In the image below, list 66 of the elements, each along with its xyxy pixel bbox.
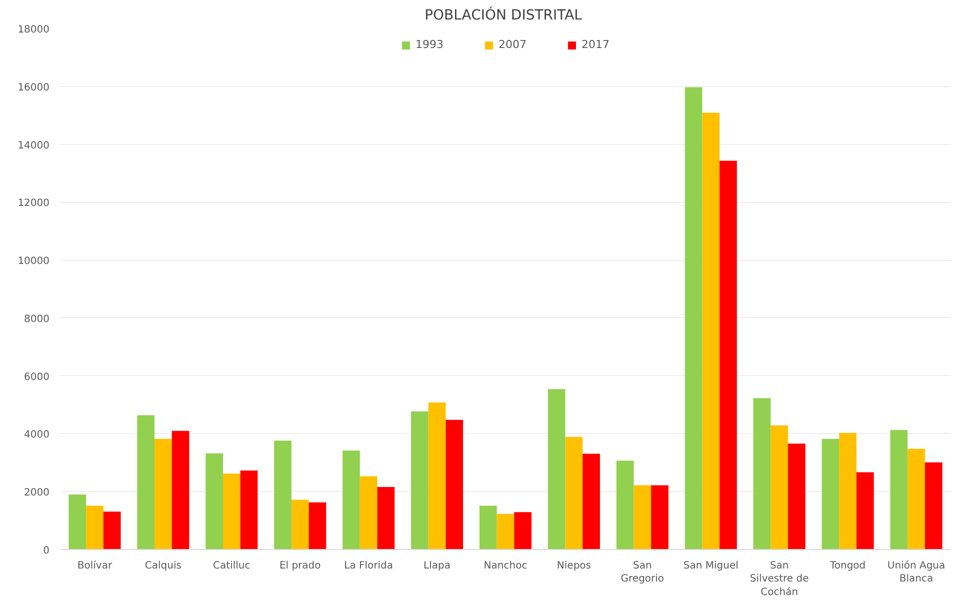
bar bbox=[411, 411, 428, 550]
bar bbox=[86, 506, 104, 550]
bar bbox=[446, 420, 464, 550]
bar bbox=[342, 450, 360, 550]
bar bbox=[565, 436, 583, 550]
y-tick-label: 0 bbox=[43, 546, 50, 556]
bar bbox=[822, 438, 840, 550]
bar bbox=[240, 470, 258, 550]
bar bbox=[839, 432, 856, 550]
bar bbox=[548, 389, 566, 550]
y-tick-label: 4000 bbox=[24, 430, 50, 441]
bar bbox=[582, 454, 600, 550]
x-tick-label: Nanchoc bbox=[484, 560, 528, 572]
x-tick-label: San Silvestre de Cochán bbox=[750, 560, 809, 598]
bar bbox=[172, 430, 190, 550]
bar bbox=[479, 506, 497, 550]
bar bbox=[222, 474, 240, 550]
bar bbox=[890, 430, 908, 550]
x-tick-label: Llapa bbox=[424, 560, 451, 572]
x-tick-label: San Gregorio bbox=[620, 560, 664, 585]
y-tick-label: 10000 bbox=[18, 256, 50, 268]
x-tick-label: Catilluc bbox=[213, 560, 250, 572]
bar bbox=[684, 87, 702, 550]
bar bbox=[274, 440, 292, 550]
bar bbox=[788, 444, 806, 550]
bar bbox=[908, 448, 925, 550]
bar bbox=[753, 398, 771, 550]
bar bbox=[514, 512, 532, 550]
bar bbox=[856, 472, 874, 550]
bar bbox=[377, 486, 395, 550]
y-tick-label: 2000 bbox=[24, 488, 50, 499]
bar bbox=[720, 160, 737, 550]
bar bbox=[651, 485, 668, 550]
legend-label: 2007 bbox=[498, 38, 526, 51]
bar bbox=[770, 425, 788, 550]
bar bbox=[291, 500, 309, 550]
bar bbox=[308, 502, 326, 550]
bar bbox=[496, 514, 514, 550]
legend-label: 1993 bbox=[416, 38, 444, 51]
bar bbox=[206, 453, 223, 550]
x-tick-label: San Miguel bbox=[683, 560, 738, 572]
x-tick-label: La Florida bbox=[344, 560, 394, 572]
x-tick-label: Calquis bbox=[144, 560, 182, 572]
legend-label: 2017 bbox=[582, 38, 610, 51]
x-tick-label: Unión Agua Blanca bbox=[887, 560, 946, 585]
y-tick-label: 8000 bbox=[24, 314, 50, 325]
bar bbox=[154, 438, 172, 550]
bar bbox=[924, 462, 942, 550]
bar bbox=[103, 512, 121, 550]
y-tick-label: 18000 bbox=[18, 24, 50, 36]
y-tick-label: 16000 bbox=[18, 82, 50, 94]
x-tick-label: Tongod bbox=[828, 560, 866, 572]
bar bbox=[702, 112, 720, 550]
bar bbox=[137, 415, 155, 550]
y-tick-label: 6000 bbox=[24, 372, 50, 383]
bar bbox=[634, 485, 652, 550]
bar bbox=[428, 402, 446, 550]
y-tick-label: 14000 bbox=[18, 140, 50, 152]
chart-title: POBLACIÓN DISTRITAL bbox=[424, 6, 582, 24]
bar bbox=[68, 494, 86, 550]
x-tick-label: Niepos bbox=[556, 560, 592, 572]
bar bbox=[616, 460, 634, 550]
y-tick-label: 12000 bbox=[18, 198, 50, 210]
x-tick-label: El prado bbox=[279, 560, 321, 572]
x-tick-label: Bolívar bbox=[77, 560, 113, 572]
bar bbox=[360, 476, 378, 550]
